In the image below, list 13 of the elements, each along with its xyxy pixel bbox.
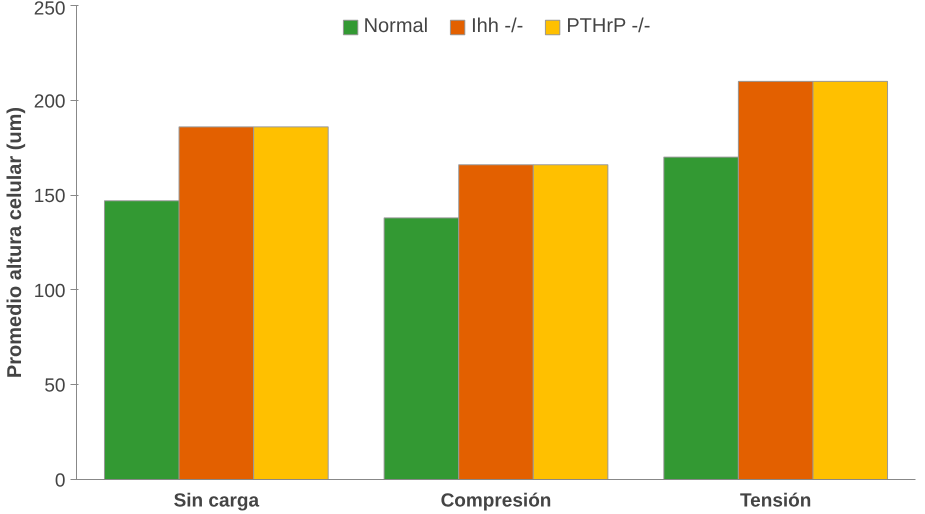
y-tick-label: 250 (34, 0, 66, 20)
y-tick-label: 150 (34, 186, 66, 208)
legend-label: Ihh -/- (471, 15, 524, 38)
y-axis-title: Promedio altura celular (um) (4, 106, 26, 378)
y-tick-label: 0 (54, 470, 66, 492)
x-tick-label: Compresión (440, 490, 552, 512)
legend-label: PTHrP -/- (566, 15, 650, 38)
y-tick-label: 100 (34, 280, 66, 302)
y-tick-label: 200 (34, 91, 66, 112)
y-tick-label: 50 (44, 376, 66, 397)
x-tick-label: Tensión (740, 490, 812, 512)
legend-label: Normal (364, 15, 428, 38)
x-tick-label: Sin carga (174, 490, 260, 512)
